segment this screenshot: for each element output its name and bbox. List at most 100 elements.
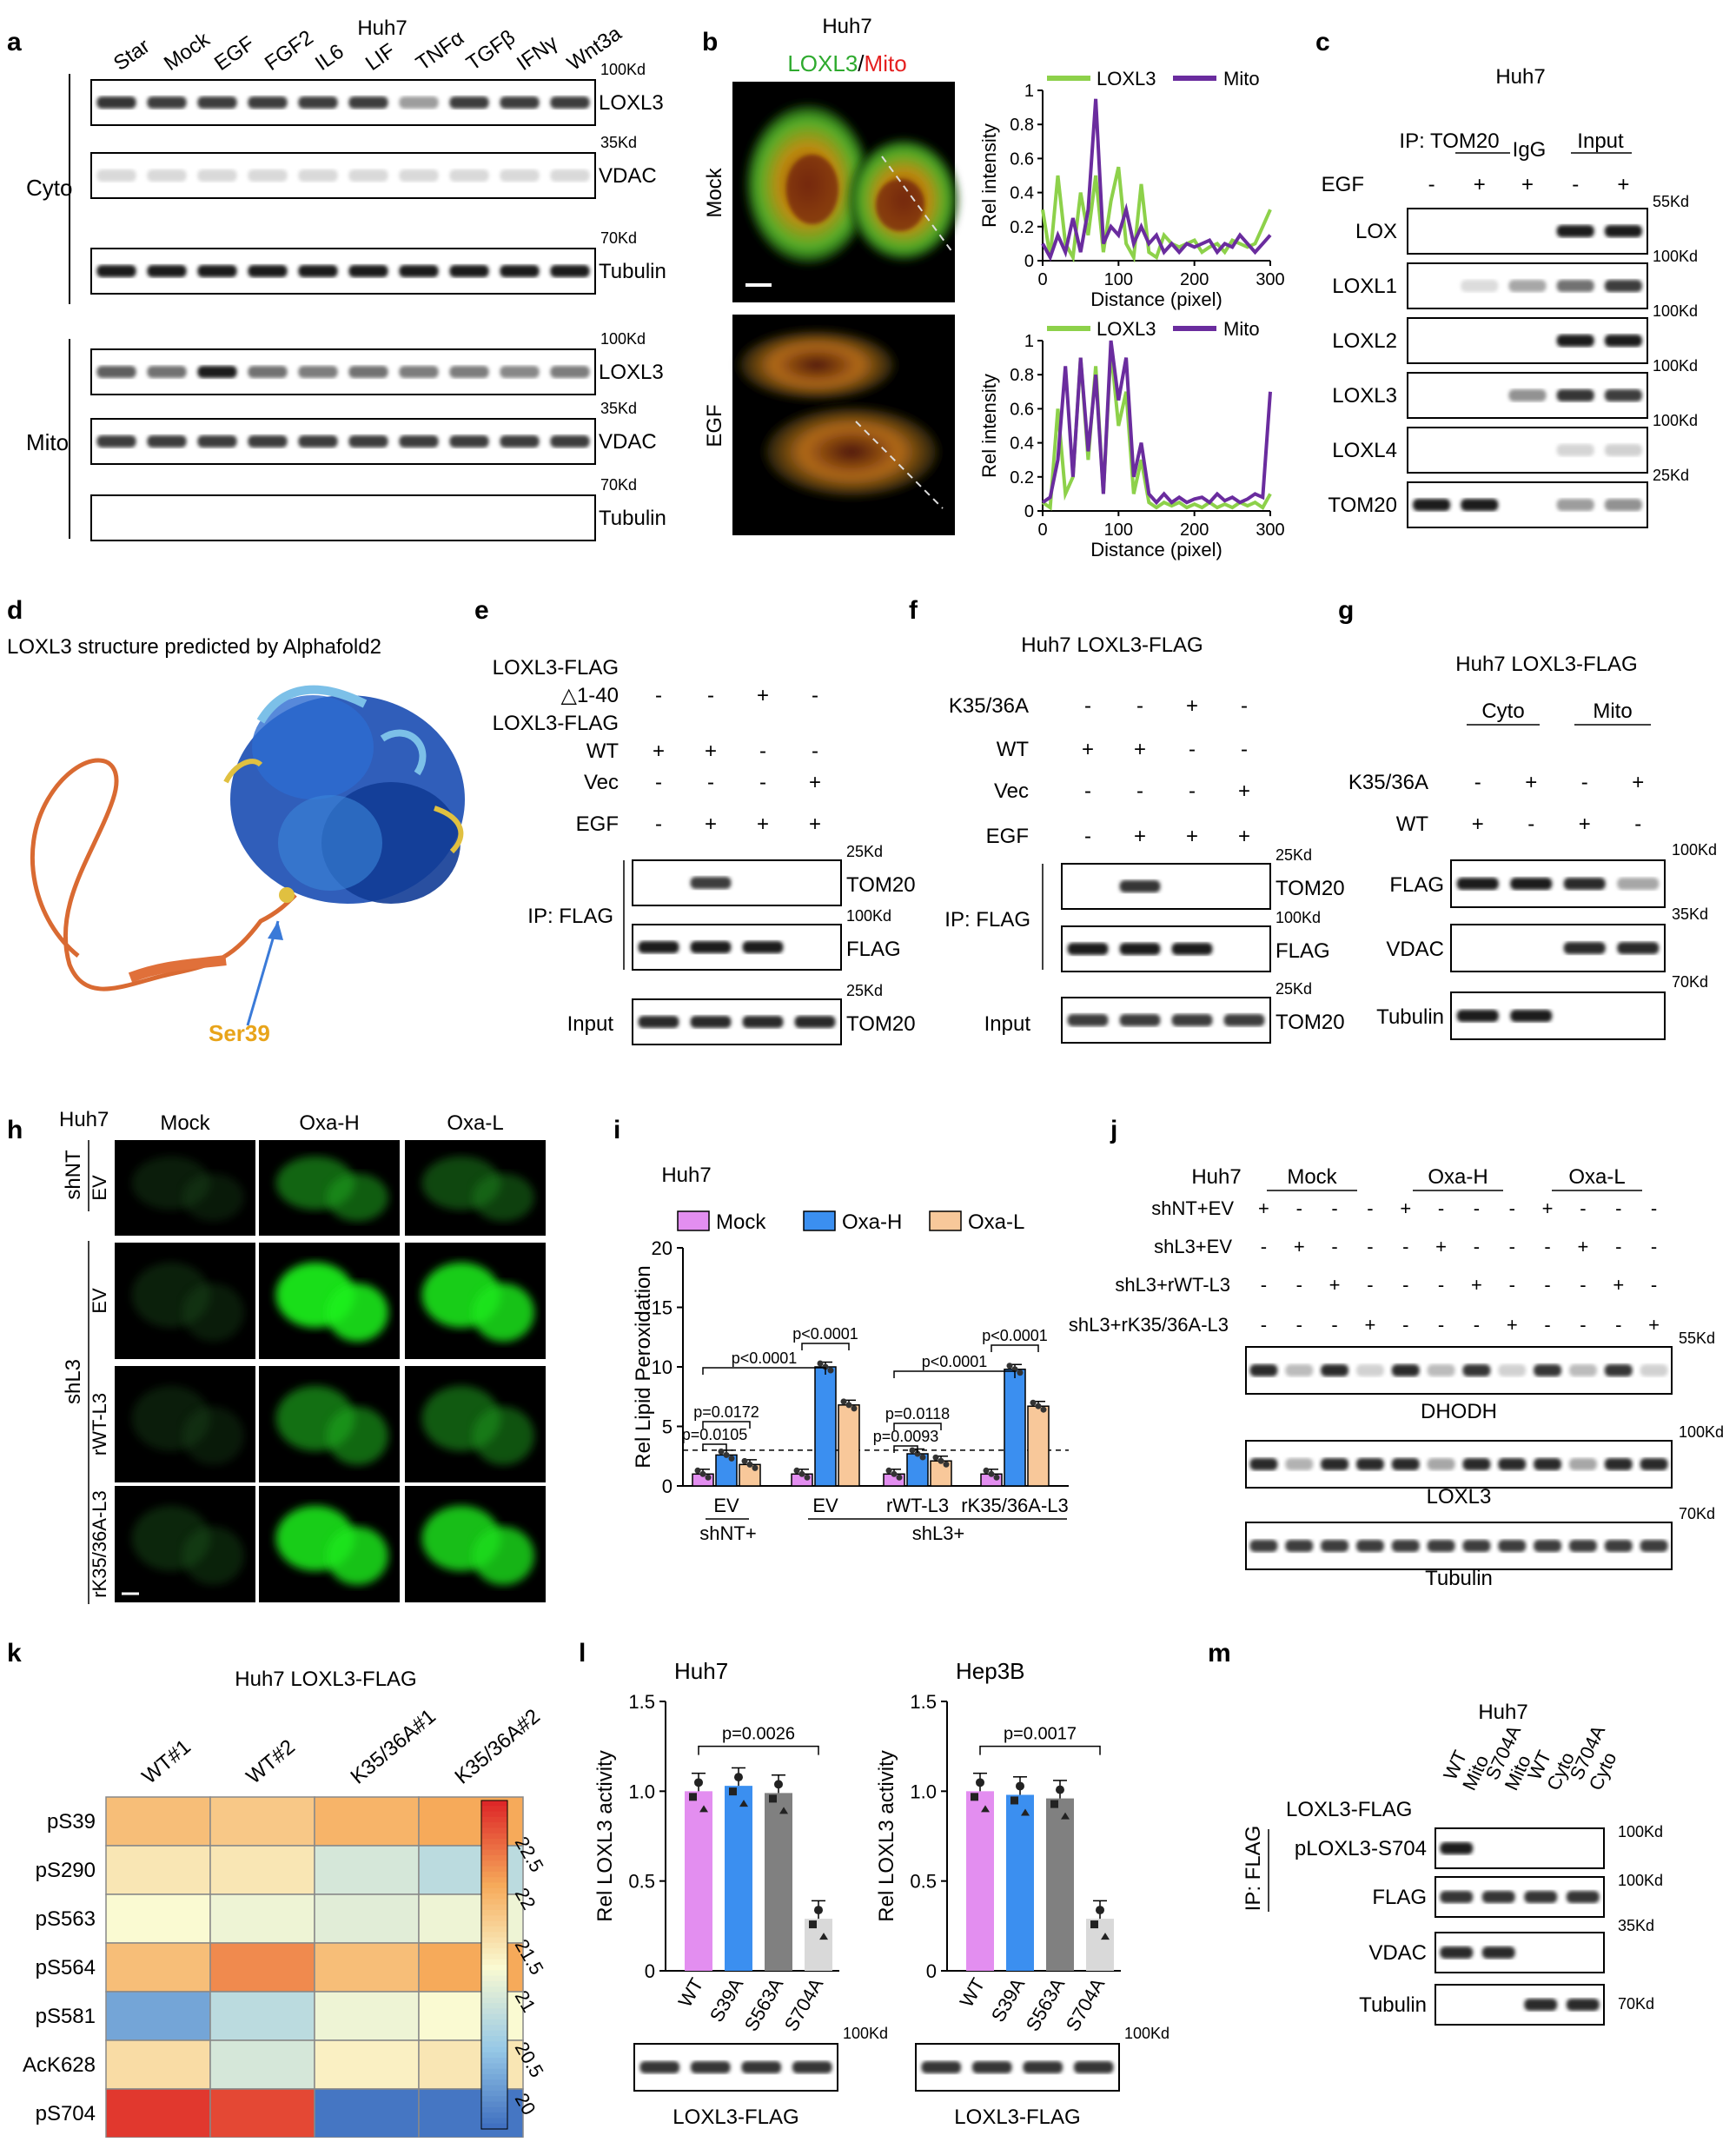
k-colorbar-seg (481, 1942, 507, 1950)
l-point (971, 1793, 978, 1801)
h-cell-signal (472, 1283, 535, 1342)
l-blot-band (792, 2061, 832, 2073)
m-blot-band (1524, 1999, 1558, 2011)
a-blot-band (550, 435, 590, 448)
j-sign: + (1613, 1274, 1624, 1296)
b-xtick-label: 100 (1104, 270, 1133, 289)
a-blot-band (500, 366, 540, 378)
j-group-label: Mock (1287, 1165, 1337, 1189)
a-lane-label: TGFβ (462, 25, 520, 76)
f-row-label: Vec (994, 779, 1029, 803)
b-ytick-label: 0.8 (1010, 366, 1034, 385)
g-mito-label: Mito (1593, 700, 1632, 723)
f-sign: - (1241, 738, 1248, 761)
f-sign: - (1136, 694, 1143, 718)
h-cell-signal (326, 1526, 389, 1585)
l-blot-band (741, 2061, 782, 2073)
a-band-label: Tubulin (599, 260, 666, 283)
h-cell-signal (472, 1173, 535, 1222)
l-band-label: LOXL3-FLAG (673, 2106, 798, 2129)
l-cell-label: Huh7 (674, 1658, 728, 1684)
panel-h: Huh7 Mock Oxa-H Oxa-L EV EV rWT-L3 rK35/36A-L… (59, 1108, 546, 1604)
k-colorbar-seg (481, 1855, 507, 1862)
i-cell-label: Huh7 (661, 1164, 711, 1187)
e-row-label: EGF (576, 812, 619, 836)
a-lane-label: IFNγ (513, 31, 562, 76)
g-mw-label: 35Kd (1672, 905, 1708, 923)
k-colorbar-seg (481, 2046, 507, 2053)
l-bar (765, 1793, 792, 1971)
l-point (981, 1805, 990, 1813)
l-blot-band (1073, 2061, 1114, 2073)
j-sign: - (1261, 1314, 1267, 1336)
m-band-label: VDAC (1368, 1941, 1427, 1965)
k-heat-cell (314, 1942, 420, 1993)
a-blot-band (96, 435, 136, 448)
b-legend-label: Mito (1223, 68, 1260, 90)
l-point (769, 1794, 777, 1803)
l-mw-label: 100Kd (1124, 2025, 1169, 2042)
k-colorbar-seg (481, 2035, 507, 2043)
k-colorbar-seg (481, 1926, 507, 1933)
a-cyto-label: Cyto (26, 175, 72, 201)
a-blot-band (96, 366, 136, 378)
j-sign: - (1509, 1274, 1515, 1296)
j-blot-band (1321, 1364, 1349, 1376)
l-ytick-label: 0 (926, 1960, 937, 1982)
j-blot-band (1534, 1540, 1562, 1552)
l-cat-label: S704A (1062, 1974, 1110, 2035)
a-lane-label: Mock (160, 27, 215, 76)
g-sign: - (1581, 771, 1588, 794)
j-sign: - (1474, 1314, 1480, 1336)
j-sign: - (1296, 1274, 1302, 1296)
l-bar (725, 1786, 752, 1971)
f-row-label: EGF (986, 825, 1029, 848)
f-sign: - (1241, 694, 1248, 718)
i-pval-label: p=0.0172 (693, 1403, 759, 1421)
j-sign: + (1577, 1236, 1588, 1257)
a-band-label: LOXL3 (599, 361, 664, 384)
j-sign: - (1509, 1236, 1515, 1257)
i-point (798, 1470, 805, 1477)
e-blot-band (742, 1016, 784, 1028)
k-heat-cell (209, 1796, 315, 1847)
c-cell-title: Huh7 (1495, 65, 1545, 89)
l-ytick-label: 0.5 (628, 1871, 655, 1893)
k-heat-cell (105, 1942, 211, 1993)
i-point (885, 1467, 892, 1474)
e-ip-label: IP: FLAG (527, 905, 613, 928)
h-cell-signal (326, 1283, 389, 1342)
a-blot-band (147, 366, 187, 378)
e-sign: - (812, 739, 818, 763)
l-point (809, 1920, 817, 1929)
e-mw-label: 100Kd (846, 907, 891, 925)
m-cell-label: Huh7 (1478, 1701, 1527, 1724)
l-blot-band (971, 2061, 1012, 2073)
panel-b: Huh7 LOXL3/Mito Mock EGF 00.20.40.60.810… (703, 15, 1285, 560)
e-blot-band (690, 941, 732, 953)
b-xtick-label: 0 (1037, 521, 1047, 540)
l-cat-label: WT (674, 1974, 708, 2011)
k-heat-cell (105, 1796, 211, 1847)
h-col-label: Oxa-L (447, 1111, 503, 1135)
l-point (689, 1793, 697, 1801)
f-blot-box (1061, 863, 1271, 910)
c-blot-band (1556, 444, 1594, 456)
k-colorbar-seg (481, 1849, 507, 1856)
k-colorbar-seg (481, 1866, 507, 1873)
l-ylabel: Rel LOXL3 activity (593, 1750, 617, 1921)
k-colorbar-seg (481, 2085, 507, 2092)
m-blot-band (1481, 1891, 1515, 1903)
j-blot-band (1640, 1540, 1668, 1552)
j-sign: - (1474, 1197, 1480, 1219)
j-blot-band (1568, 1458, 1597, 1470)
j-blot-band (1462, 1540, 1491, 1552)
j-sign: - (1580, 1274, 1586, 1296)
f-sign: + (1238, 825, 1250, 848)
a-blot-band (500, 96, 540, 109)
e-blot-band (638, 1016, 679, 1028)
k-colorbar-seg (481, 1986, 507, 1993)
e-row-label: △1-40 (561, 684, 620, 707)
i-point (896, 1474, 903, 1481)
c-blot-band (1604, 335, 1642, 347)
